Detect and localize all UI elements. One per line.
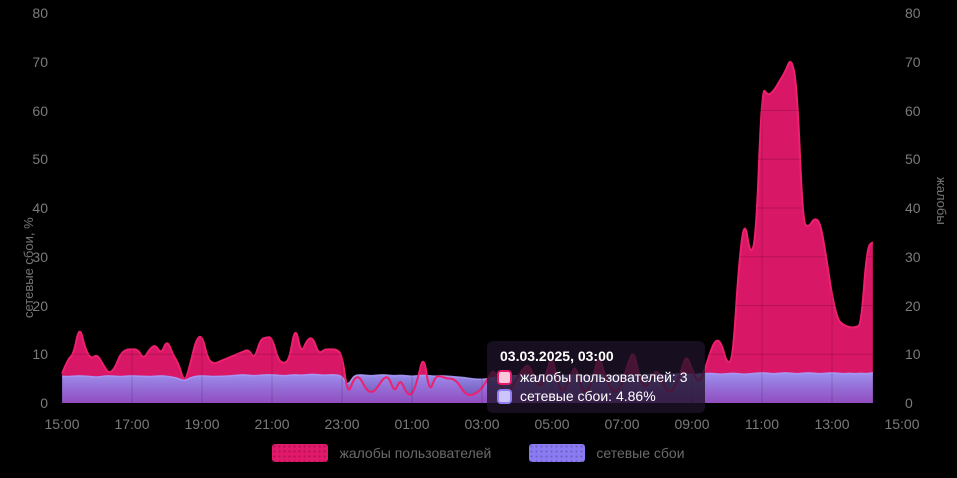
tooltip-row-text: сетевые сбои: 4.86% (520, 388, 656, 404)
tooltip-series-swatch-icon (497, 369, 512, 385)
failures-top-line (61, 372, 873, 385)
x-tick-label: 19:00 (184, 416, 220, 432)
y-tick-label-left: 80 (32, 5, 48, 21)
x-tick-label: 15:00 (884, 416, 920, 432)
y-tick-label-right: 60 (905, 102, 921, 119)
x-tick-label: 23:00 (324, 416, 360, 432)
tooltip-title: 03.03.2025, 03:00 (500, 348, 614, 364)
legend: жалобы пользователей сетевые сбои (0, 444, 957, 462)
x-tick-label: 01:00 (394, 416, 430, 432)
complaints-line (61, 60, 874, 397)
left-axis-title: сетевые сбои, % (21, 217, 36, 318)
x-tick-label: 11:00 (745, 416, 779, 432)
y-tick-label-right: 40 (905, 200, 921, 216)
y-tick-label-left: 20 (32, 297, 48, 314)
y-tick-label-right: 30 (905, 248, 921, 265)
legend-label: сетевые сбои (596, 445, 685, 461)
tooltip-series-swatch-icon (497, 388, 512, 404)
y-tick-label-left: 0 (40, 395, 48, 411)
gridlines (61, 13, 903, 403)
x-tick-label: 15:00 (44, 416, 80, 432)
x-tick-label: 21:00 (254, 416, 290, 432)
y-tick-label-left: 30 (32, 248, 48, 265)
y-tick-label-right: 80 (905, 5, 921, 21)
legend-swatch-icon (529, 444, 586, 462)
y-tick-label-right: 50 (905, 151, 921, 168)
x-tick-label: 17:00 (114, 416, 150, 432)
tooltip: 03.03.2025, 03:00 жалобы пользователей: … (487, 341, 705, 413)
y-tick-label-left: 10 (32, 346, 48, 363)
x-tick-label: 13:00 (814, 416, 850, 432)
y-tick-label-left: 50 (32, 151, 48, 168)
x-tick-label: 05:00 (534, 416, 570, 432)
x-tick-label: 09:00 (674, 416, 710, 432)
y-tick-label-left: 60 (32, 102, 48, 119)
y-tick-label-right: 70 (905, 53, 921, 70)
y-tick-label-left: 40 (32, 200, 48, 216)
right-axis-title: жалобы (934, 177, 949, 225)
legend-item[interactable]: сетевые сбои (529, 444, 685, 462)
complaints-area (62, 61, 873, 404)
y-tick-label-right: 20 (905, 297, 921, 314)
y-tick-label-right: 0 (905, 395, 913, 411)
tooltip-row-text: жалобы пользователей: 3 (520, 369, 688, 385)
legend-swatch-icon (272, 444, 329, 462)
x-tick-label: 07:00 (604, 416, 640, 432)
legend-item[interactable]: жалобы пользователей (272, 444, 491, 462)
y-tick-label-left: 70 (32, 53, 48, 70)
y-tick-label-right: 10 (905, 346, 921, 363)
legend-label: жалобы пользователей (339, 445, 492, 461)
x-tick-label: 03:00 (464, 416, 500, 432)
tooltip-row: жалобы пользователей: 3 (497, 369, 693, 385)
tooltip-row: сетевые сбои: 4.86% (497, 388, 693, 404)
